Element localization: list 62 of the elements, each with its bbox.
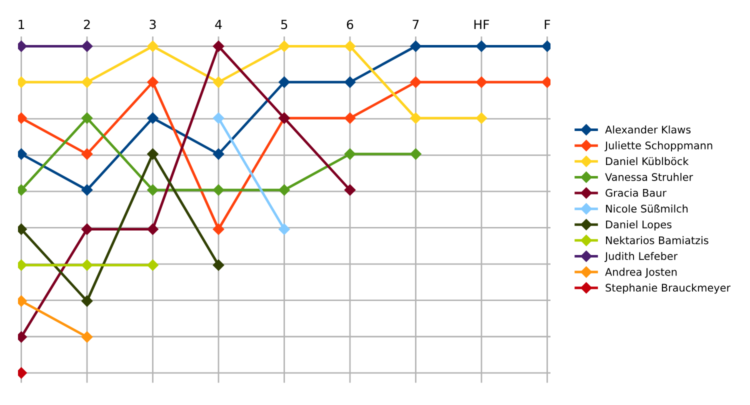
point xyxy=(410,40,422,52)
point xyxy=(410,76,422,88)
x-tick-label: 6 xyxy=(346,20,354,30)
point xyxy=(81,331,93,343)
legend-label: Andrea Josten xyxy=(605,268,677,278)
point xyxy=(344,184,356,196)
point xyxy=(81,40,93,52)
x-tick-label: 5 xyxy=(281,20,288,30)
point xyxy=(147,112,158,124)
point xyxy=(476,76,488,88)
point xyxy=(344,112,356,124)
point xyxy=(81,148,93,160)
point xyxy=(476,112,488,124)
x-tick-label: HF xyxy=(474,20,490,29)
point xyxy=(212,76,224,88)
point xyxy=(212,224,224,235)
point xyxy=(81,76,93,88)
legend-label: Gracia Baur xyxy=(606,188,666,197)
point xyxy=(212,112,224,124)
legend-label: Judith Lefeber xyxy=(604,252,678,262)
legend-label: Alexander Klaws xyxy=(605,125,691,134)
point xyxy=(147,260,158,271)
x-tick-label: 2 xyxy=(84,20,90,29)
x-tick-label: F xyxy=(544,20,550,29)
point xyxy=(18,295,27,307)
point xyxy=(81,224,93,235)
legend-label: Nicole Süßmilch xyxy=(606,204,688,213)
legend-label: Stephanie Brauckmeyer xyxy=(606,284,731,294)
point xyxy=(476,40,488,52)
legend-label: Daniel Lopes xyxy=(606,220,672,230)
point xyxy=(344,148,356,160)
point xyxy=(147,224,158,235)
x-tick-label: 1 xyxy=(18,20,24,29)
point xyxy=(81,295,93,307)
point xyxy=(410,112,422,124)
point xyxy=(278,184,290,196)
legend-label: Nektarios Bamiatzis xyxy=(606,236,708,244)
point xyxy=(278,224,290,235)
point xyxy=(18,367,27,379)
legend-label: Juliette Schoppmann xyxy=(604,141,712,152)
point xyxy=(212,184,224,196)
point xyxy=(81,184,93,196)
point xyxy=(147,148,158,160)
x-tick-label: 3 xyxy=(150,20,156,30)
x-tick-label: 7 xyxy=(412,20,419,29)
point xyxy=(147,184,158,196)
point xyxy=(81,260,93,271)
legend-label: Daniel Küblböck xyxy=(606,157,689,166)
point xyxy=(18,40,27,52)
point xyxy=(147,40,158,52)
x-tick-label: 4 xyxy=(215,20,222,29)
point xyxy=(212,40,224,52)
point xyxy=(212,148,224,160)
point xyxy=(212,260,224,271)
point xyxy=(344,40,356,52)
point xyxy=(410,148,422,160)
point xyxy=(344,76,356,88)
point xyxy=(278,76,290,88)
point xyxy=(147,76,158,88)
point xyxy=(278,40,290,52)
point xyxy=(81,112,93,124)
legend-label: Vanessa Struhler xyxy=(605,172,694,181)
